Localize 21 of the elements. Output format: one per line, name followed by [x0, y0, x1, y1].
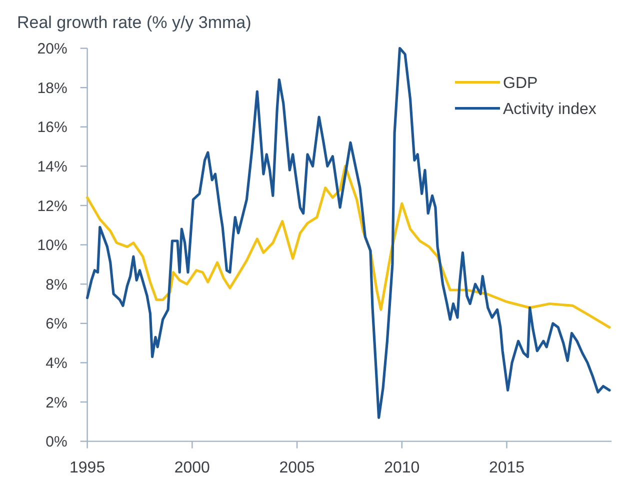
- x-tick-label: 2015: [488, 459, 525, 476]
- y-tick-label: 14%: [37, 158, 68, 176]
- y-tick-label: 6%: [46, 316, 68, 333]
- y-tick-label: 16%: [37, 119, 68, 136]
- line-series: [86, 164, 611, 329]
- x-tick-label: 2010: [384, 459, 420, 476]
- x-tick-label: 2005: [279, 459, 315, 476]
- legend-label: GDP: [503, 74, 538, 92]
- legend-label: Activity index: [503, 100, 596, 118]
- y-tick-label: 2%: [46, 394, 68, 412]
- y-tick-label: 18%: [37, 80, 68, 97]
- y-tick-label: 4%: [46, 354, 68, 372]
- y-tick-label: 8%: [46, 276, 68, 294]
- y-tick-label: 0%: [46, 434, 68, 451]
- y-tick-label: 10%: [37, 237, 68, 254]
- chart-title: Real growth rate (% y/y 3mma): [17, 13, 252, 32]
- x-tick-label: 2000: [174, 459, 210, 476]
- y-tick-label: 12%: [37, 198, 68, 215]
- line-series: [86, 47, 611, 420]
- x-tick-label: 1995: [70, 459, 106, 476]
- y-tick-label: 20%: [37, 40, 68, 58]
